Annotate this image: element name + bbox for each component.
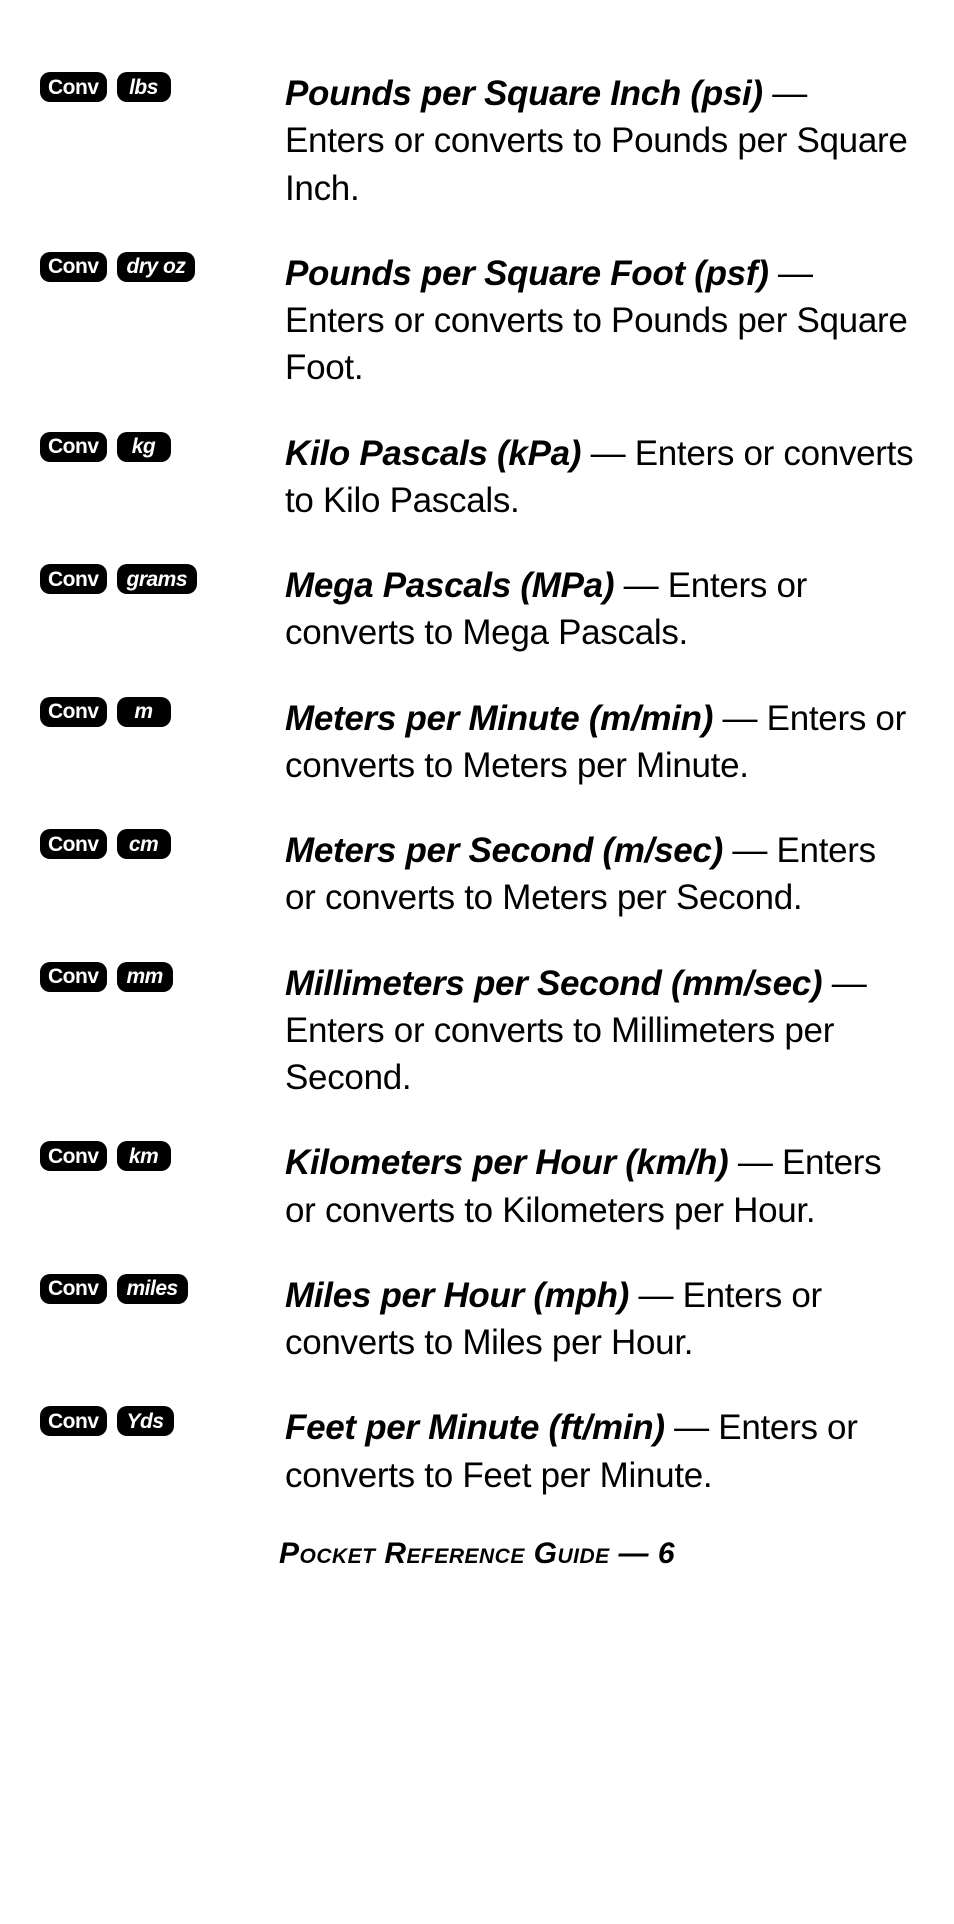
conv-key: Conv: [40, 432, 107, 462]
key-group: Conv dry oz: [40, 250, 285, 282]
key-group: Convkg: [40, 430, 285, 462]
conv-key: Conv: [40, 697, 107, 727]
term: Miles per Hour (mph): [285, 1276, 629, 1315]
term: Meters per Minute (m/min): [285, 699, 713, 738]
description: Pounds per Square Foot (psf) — Enters or…: [285, 250, 914, 392]
term: Pounds per Square Foot (psf): [285, 254, 769, 293]
conv-key: Conv: [40, 564, 107, 594]
unit-key: km: [117, 1141, 171, 1171]
term: Mega Pascals (MPa): [285, 566, 614, 605]
reference-row: Conv grams Mega Pascals (MPa) — Enters or …: [40, 562, 914, 657]
term: Millimeters per Second (mm/sec): [285, 964, 822, 1003]
term: Kilometers per Hour (km/h): [285, 1143, 728, 1182]
description: Millimeters per Second (mm/sec) — Enters…: [285, 960, 914, 1102]
conv-key: Conv: [40, 252, 107, 282]
key-group: Conv grams: [40, 562, 285, 594]
key-group: Convkm: [40, 1139, 285, 1171]
term: Kilo Pascals (kPa): [285, 434, 581, 473]
unit-key: dry oz: [117, 252, 196, 282]
description: Kilo Pascals (kPa) — Enters or converts …: [285, 430, 914, 525]
unit-key: miles: [117, 1274, 188, 1304]
description: Miles per Hour (mph) — Enters or convert…: [285, 1272, 914, 1367]
page-footer: Pocket Reference Guide — 6: [40, 1537, 914, 1571]
conv-key: Conv: [40, 1141, 107, 1171]
description: Mega Pascals (MPa) — Enters or converts …: [285, 562, 914, 657]
description: Pounds per Square Inch (psi) — Enters or…: [285, 70, 914, 212]
reference-row: Conv miles Miles per Hour (mph) — Enters o…: [40, 1272, 914, 1367]
term: Feet per Minute (ft/min): [285, 1408, 665, 1447]
key-group: Conv miles: [40, 1272, 285, 1304]
reference-row: Conv dry oz Pounds per Square Foot (psf) —…: [40, 250, 914, 392]
conv-key: Conv: [40, 1406, 107, 1436]
description: Meters per Second (m/sec) — Enters or co…: [285, 827, 914, 922]
conv-key: Conv: [40, 1274, 107, 1304]
key-group: Convmm: [40, 960, 285, 992]
unit-key: grams: [117, 564, 198, 594]
reference-row: Conv Yds Feet per Minute (ft/min) — Enters…: [40, 1404, 914, 1499]
term: Meters per Second (m/sec): [285, 831, 723, 870]
reference-row: ConvmMeters per Minute (m/min) — Enters …: [40, 695, 914, 790]
unit-key: kg: [117, 432, 171, 462]
reference-row: ConvmmMillimeters per Second (mm/sec) — …: [40, 960, 914, 1102]
unit-key: lbs: [117, 72, 171, 102]
unit-key: Yds: [117, 1406, 174, 1436]
key-group: Convcm: [40, 827, 285, 859]
reference-row: ConvlbsPounds per Square Inch (psi) — En…: [40, 70, 914, 212]
description: Meters per Minute (m/min) — Enters or co…: [285, 695, 914, 790]
key-group: Conv Yds: [40, 1404, 285, 1436]
reference-row: ConvcmMeters per Second (m/sec) — Enters…: [40, 827, 914, 922]
reference-row: ConvkgKilo Pascals (kPa) — Enters or con…: [40, 430, 914, 525]
key-group: Convm: [40, 695, 285, 727]
unit-key: mm: [117, 962, 173, 992]
reference-row: ConvkmKilometers per Hour (km/h) — Enter…: [40, 1139, 914, 1234]
key-group: Convlbs: [40, 70, 285, 102]
description: Feet per Minute (ft/min) — Enters or con…: [285, 1404, 914, 1499]
conv-key: Conv: [40, 72, 107, 102]
description: Kilometers per Hour (km/h) — Enters or c…: [285, 1139, 914, 1234]
unit-key: cm: [117, 829, 171, 859]
reference-list: ConvlbsPounds per Square Inch (psi) — En…: [40, 70, 914, 1499]
conv-key: Conv: [40, 962, 107, 992]
conv-key: Conv: [40, 829, 107, 859]
unit-key: m: [117, 697, 171, 727]
term: Pounds per Square Inch (psi): [285, 74, 763, 113]
